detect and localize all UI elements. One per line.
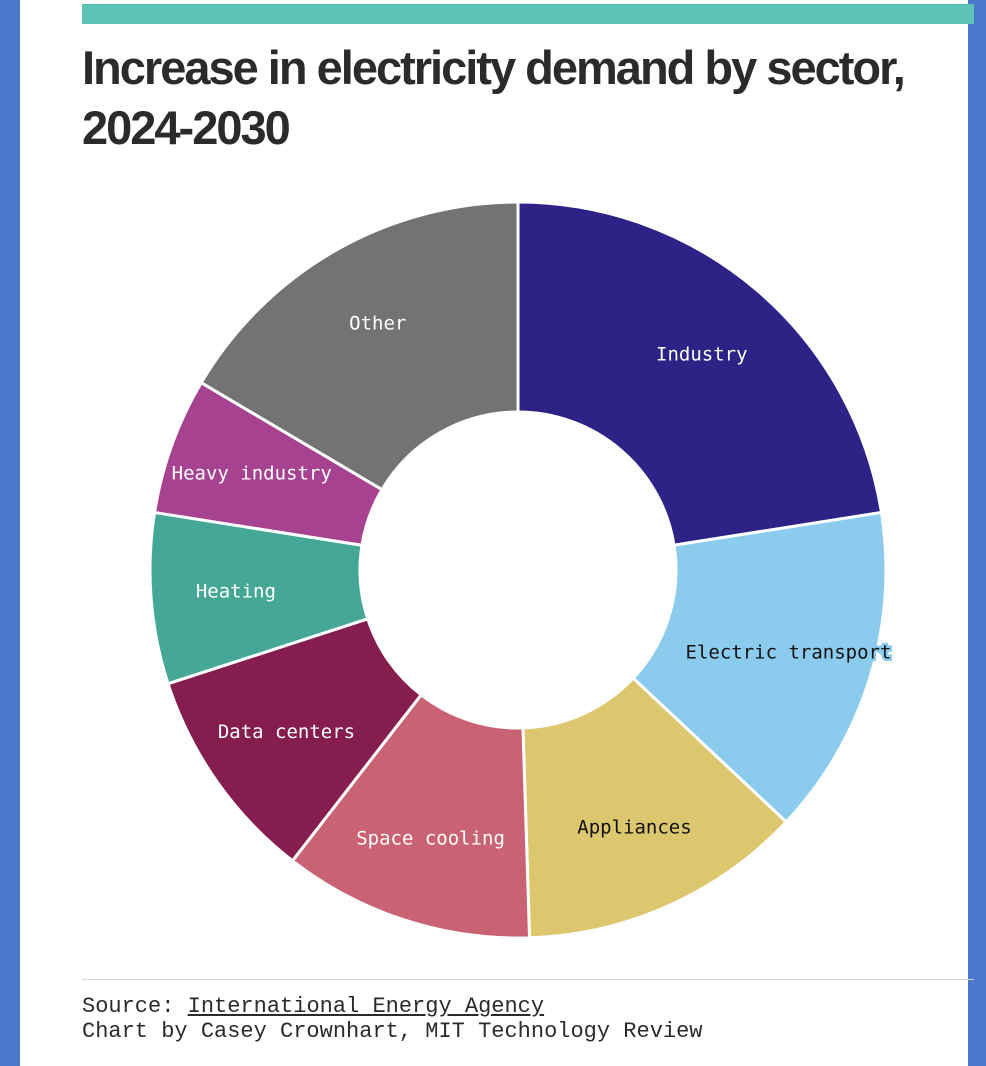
source-link[interactable]: International Energy Agency [187,994,545,1019]
label-data-centers: Data centers [218,721,355,743]
label-heating: Heating [196,581,276,603]
label-appliances: Appliances [577,816,691,838]
chart-title: Increase in electricity demand by sector… [82,41,906,154]
accent-bar [82,4,974,24]
slice-appliances [521,676,788,940]
label-heavy-industry: Heavy industry [172,463,332,485]
footer-divider [82,979,974,980]
credit-line: Chart by Casey Crownhart, MIT Technology… [82,1019,703,1044]
label-electric-transport: Electric transport [686,642,892,664]
source-prefix: Source: [82,994,188,1019]
label-other: Other [349,313,406,335]
source-line: Source: International Energy Agency [82,994,703,1019]
label-space-cooling: Space cooling [356,828,505,850]
slice-electric-transport [631,510,888,824]
chart-footer: Source: International Energy Agency Char… [82,994,703,1044]
chart-card: Increase in electricity demand by sector… [20,0,974,1066]
slice-industry [516,200,883,547]
donut-chart: Industry Electric transport Appliances Spac… [148,200,894,940]
slice-other [199,200,520,492]
label-industry: Industry [656,343,748,365]
slice-space-cooling [290,693,532,940]
